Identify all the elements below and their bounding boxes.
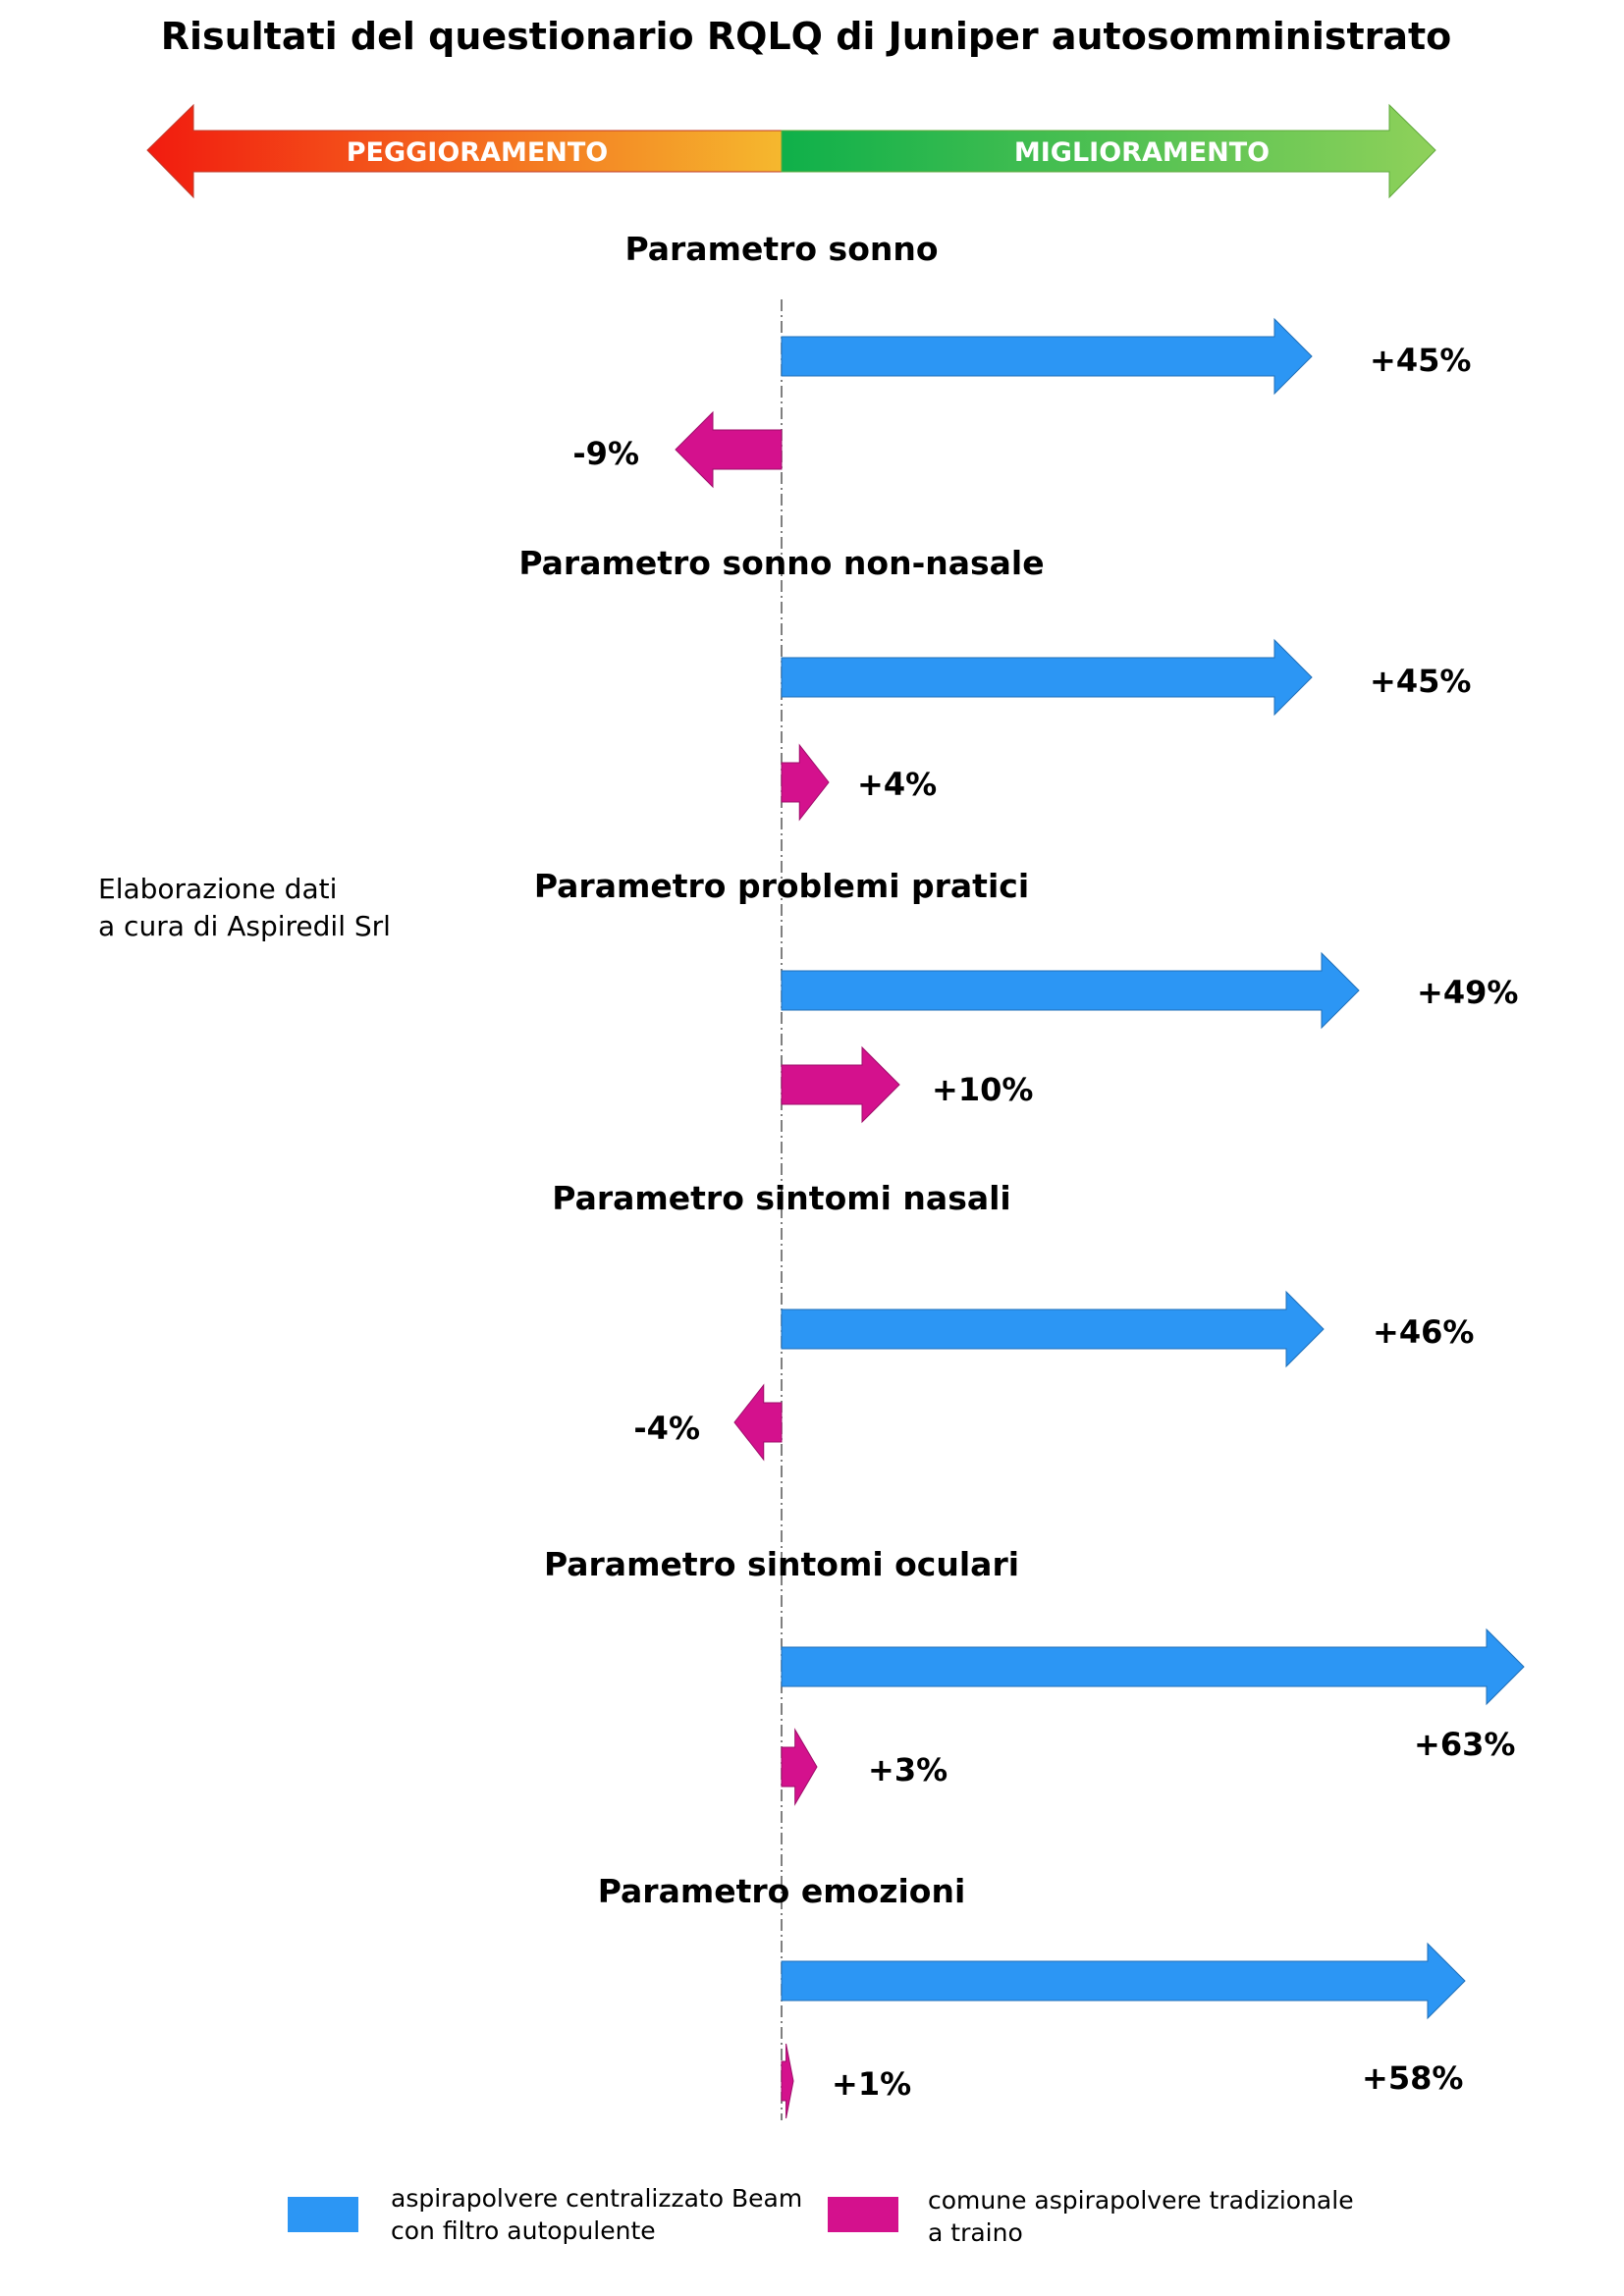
section-5: Parametro emozioni +58% +1% bbox=[598, 1872, 1466, 2119]
legend-label-beam-line2: con filtro autopulente bbox=[391, 2216, 656, 2245]
chart-sections: Parametro sonno +45% -9% Parametro sonno no… bbox=[518, 230, 1525, 2119]
improvement-label: MIGLIORAMENTO bbox=[1014, 137, 1270, 168]
legend-label-traditional-line1: comune aspirapolvere tradizionale bbox=[928, 2186, 1354, 2215]
data-source-note-line2: a cura di Aspiredil Srl bbox=[98, 910, 391, 942]
worsening-arrow bbox=[146, 103, 783, 199]
beam-arrow bbox=[781, 1942, 1466, 2020]
beam-arrow bbox=[781, 951, 1360, 1030]
traditional-arrow bbox=[733, 1383, 783, 1462]
traditional-value-label: +1% bbox=[832, 2065, 911, 2103]
beam-value-label: +45% bbox=[1370, 342, 1471, 379]
traditional-value-label: +10% bbox=[932, 1071, 1033, 1108]
section-title: Parametro problemi pratici bbox=[534, 867, 1029, 905]
section-title: Parametro sonno non-nasale bbox=[518, 544, 1044, 582]
improvement-arrow bbox=[781, 103, 1436, 199]
traditional-arrow bbox=[781, 743, 830, 822]
section-title: Parametro sintomi nasali bbox=[552, 1179, 1010, 1217]
legend-label-beam-line1: aspirapolvere centralizzato Beam bbox=[391, 2184, 802, 2213]
direction-bar: PEGGIORAMENTO MIGLIORAMENTO bbox=[146, 103, 1436, 199]
section-4: Parametro sintomi oculari +63% +3% bbox=[544, 1545, 1525, 1806]
section-3: Parametro sintomi nasali +46% -4% bbox=[552, 1179, 1474, 1462]
legend-label-traditional-line2: a traino bbox=[928, 2218, 1023, 2247]
traditional-arrow bbox=[781, 2043, 794, 2119]
section-title: Parametro sonno bbox=[624, 230, 938, 268]
section-1: Parametro sonno non-nasale +45% +4% bbox=[518, 544, 1471, 822]
data-source-note-line1: Elaborazione dati bbox=[98, 873, 337, 905]
traditional-value-label: +4% bbox=[857, 766, 937, 803]
traditional-arrow bbox=[781, 1728, 818, 1806]
worsening-label: PEGGIORAMENTO bbox=[347, 137, 609, 168]
chart-title: Risultati del questionario RQLQ di Junip… bbox=[161, 15, 1452, 58]
beam-arrow bbox=[781, 1628, 1525, 1706]
legend: aspirapolvere centralizzato Beam con fil… bbox=[288, 2184, 1354, 2247]
traditional-arrow bbox=[675, 410, 783, 489]
beam-value-label: +45% bbox=[1370, 663, 1471, 700]
section-2: Parametro problemi pratici +49% +10% bbox=[534, 867, 1518, 1124]
traditional-value-label: -9% bbox=[572, 435, 639, 472]
section-0: Parametro sonno +45% -9% bbox=[572, 230, 1471, 489]
beam-value-label: +63% bbox=[1414, 1726, 1515, 1763]
legend-swatch-beam bbox=[288, 2197, 358, 2232]
beam-value-label: +58% bbox=[1362, 2059, 1463, 2097]
beam-arrow bbox=[781, 317, 1313, 396]
traditional-value-label: -4% bbox=[633, 1410, 700, 1447]
section-title: Parametro sintomi oculari bbox=[544, 1545, 1019, 1583]
section-title: Parametro emozioni bbox=[598, 1872, 966, 1910]
beam-value-label: +49% bbox=[1417, 974, 1518, 1011]
beam-value-label: +46% bbox=[1373, 1313, 1474, 1351]
legend-swatch-traditional bbox=[828, 2197, 898, 2232]
traditional-value-label: +3% bbox=[868, 1751, 947, 1789]
traditional-arrow bbox=[781, 1045, 900, 1124]
beam-arrow bbox=[781, 638, 1313, 717]
beam-arrow bbox=[781, 1290, 1325, 1368]
